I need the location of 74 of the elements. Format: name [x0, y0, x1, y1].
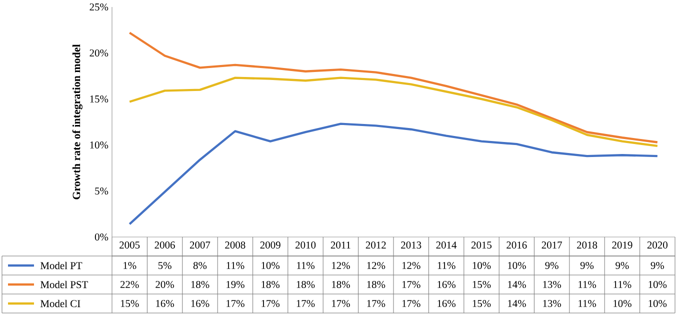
- data-label: 20%: [156, 280, 174, 288]
- data-label: 15%: [120, 300, 139, 308]
- y-tick-label: 0%: [94, 233, 108, 241]
- data-label: 11%: [438, 262, 456, 270]
- legend-label: Model CI: [40, 300, 80, 308]
- x-tick-label: 2016: [506, 242, 527, 249]
- data-label: 9%: [616, 262, 629, 270]
- x-tick-label: 2007: [190, 242, 210, 249]
- data-label: 19%: [226, 280, 244, 288]
- x-tick-label: 2017: [542, 242, 562, 249]
- x-tick-label: 2006: [154, 242, 175, 249]
- data-label: 10%: [472, 262, 491, 270]
- data-label: 18%: [296, 280, 315, 288]
- data-label: 12%: [402, 262, 420, 270]
- x-tick-label: 2013: [401, 242, 422, 249]
- data-label: 11%: [578, 300, 596, 308]
- data-label: 16%: [438, 280, 456, 288]
- data-label: 13%: [543, 300, 562, 308]
- data-label: 22%: [120, 280, 139, 288]
- data-label: 11%: [297, 262, 315, 270]
- data-label: 17%: [402, 280, 420, 288]
- data-label: 10%: [614, 300, 632, 308]
- data-label: 15%: [472, 300, 491, 308]
- legend-label: Model PST: [40, 280, 88, 288]
- x-tick-label: 2019: [612, 242, 632, 249]
- data-label: 1%: [124, 262, 136, 270]
- data-label: 17%: [367, 300, 386, 308]
- y-tick-label: 15%: [90, 95, 108, 103]
- x-tick-label: 2020: [647, 242, 668, 249]
- data-label: 17%: [262, 300, 280, 308]
- data-label: 9%: [650, 262, 664, 270]
- data-label: 12%: [367, 262, 386, 270]
- data-label: 14%: [508, 280, 526, 288]
- data-label: 18%: [332, 280, 350, 288]
- data-label: 10%: [648, 280, 667, 288]
- data-label: 16%: [438, 300, 456, 308]
- legend-label: Model PT: [40, 262, 82, 270]
- y-tick-label: 20%: [90, 49, 108, 57]
- x-tick-label: 2015: [471, 242, 492, 249]
- x-tick-label: 2011: [330, 242, 350, 249]
- x-tick-label: 2012: [366, 242, 386, 249]
- data-label: 16%: [191, 300, 210, 308]
- y-tick-label: 10%: [90, 141, 108, 149]
- data-label: 17%: [332, 300, 350, 308]
- data-label: 16%: [156, 300, 174, 308]
- data-label: 10%: [262, 262, 280, 270]
- data-label: 18%: [367, 280, 386, 288]
- data-label: 12%: [332, 262, 350, 270]
- y-tick-label: 5%: [95, 187, 108, 195]
- data-label: 17%: [296, 300, 315, 308]
- data-label: 5%: [158, 262, 172, 270]
- x-tick-label: 2010: [296, 242, 316, 249]
- data-label: 10%: [648, 300, 667, 308]
- x-tick-label: 2008: [225, 242, 246, 249]
- data-label: 18%: [262, 280, 280, 288]
- x-tick-label: 2009: [260, 242, 280, 249]
- y-axis-title: Growth rate of integration model: [72, 44, 82, 200]
- data-label: 9%: [580, 262, 594, 270]
- data-label: 11%: [226, 262, 244, 270]
- data-label: 18%: [191, 280, 210, 288]
- data-label: 10%: [508, 262, 526, 270]
- x-tick-label: 2005: [120, 242, 140, 249]
- y-tick-label: 25%: [90, 3, 108, 11]
- data-label: 11%: [578, 280, 596, 288]
- x-tick-label: 2018: [577, 242, 598, 249]
- data-label: 9%: [545, 262, 558, 270]
- data-label: 17%: [402, 300, 420, 308]
- data-label: 11%: [614, 280, 632, 288]
- data-label: 8%: [193, 262, 207, 270]
- data-label: 15%: [472, 280, 491, 288]
- x-tick-label: 2014: [436, 242, 457, 249]
- data-label: 13%: [543, 280, 562, 288]
- data-label: 14%: [508, 300, 526, 308]
- data-label: 17%: [226, 300, 244, 308]
